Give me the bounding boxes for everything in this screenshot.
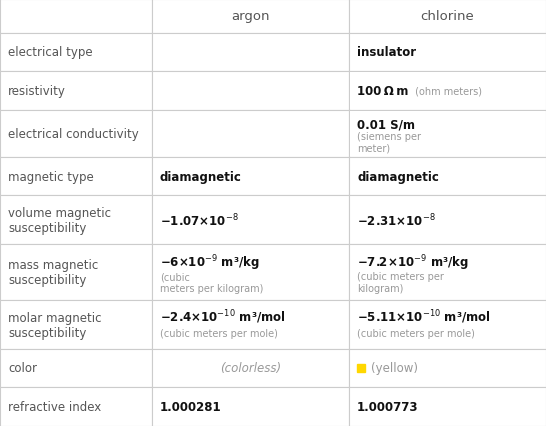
Text: 1.000281: 1.000281 xyxy=(160,400,222,413)
Bar xyxy=(349,0,546,34)
Bar xyxy=(152,196,349,244)
Text: molar magnetic
susceptibility: molar magnetic susceptibility xyxy=(8,311,102,339)
Bar xyxy=(349,72,546,111)
Bar xyxy=(349,196,546,244)
Bar xyxy=(349,349,546,387)
Bar xyxy=(350,73,545,110)
Bar xyxy=(349,34,546,72)
Bar xyxy=(152,349,349,387)
Bar xyxy=(152,301,349,349)
Bar xyxy=(0,157,152,196)
Text: (ohm meters): (ohm meters) xyxy=(357,93,427,104)
Text: argon: argon xyxy=(232,10,270,23)
Text: −6×10$^{-9}$ m³/kg: −6×10$^{-9}$ m³/kg xyxy=(160,252,260,272)
Bar xyxy=(0,111,152,157)
Text: volume magnetic
susceptibility: volume magnetic susceptibility xyxy=(8,206,111,234)
Bar xyxy=(349,387,546,426)
Bar xyxy=(152,0,349,34)
Bar xyxy=(0,72,152,111)
Text: electrical conductivity: electrical conductivity xyxy=(8,128,139,141)
Bar xyxy=(0,196,152,244)
Text: diamagnetic: diamagnetic xyxy=(357,170,439,183)
Text: color: color xyxy=(8,362,37,374)
Bar xyxy=(152,34,349,72)
Text: magnetic type: magnetic type xyxy=(8,170,94,183)
Text: 100 Ω m: 100 Ω m xyxy=(357,78,408,91)
Bar xyxy=(0,301,152,349)
Bar xyxy=(152,157,349,196)
Text: 0.01 S/m: 0.01 S/m xyxy=(357,118,415,131)
Bar xyxy=(0,34,152,72)
Bar xyxy=(0,387,152,426)
Text: (cubic meters per mole): (cubic meters per mole) xyxy=(160,328,278,338)
Text: mass magnetic
susceptibility: mass magnetic susceptibility xyxy=(8,259,98,286)
Text: chlorine: chlorine xyxy=(420,10,474,23)
Bar xyxy=(152,111,349,157)
Text: −1.07×10$^{-8}$: −1.07×10$^{-8}$ xyxy=(160,212,239,228)
Text: (ohm meters): (ohm meters) xyxy=(412,86,482,96)
Bar xyxy=(349,244,546,301)
Text: 0.01 S/m: 0.01 S/m xyxy=(357,119,415,132)
Text: 1.000773: 1.000773 xyxy=(357,400,418,413)
Bar xyxy=(0,0,152,34)
Text: electrical type: electrical type xyxy=(8,46,93,59)
Text: (yellow): (yellow) xyxy=(371,362,418,374)
Bar xyxy=(152,244,349,301)
Bar xyxy=(152,72,349,111)
Text: (siemens per
мeter): (siemens per мeter) xyxy=(357,132,424,153)
Text: 100 Ω m: 100 Ω m xyxy=(357,85,408,98)
Text: (colorless): (colorless) xyxy=(220,362,281,374)
Text: diamagnetic: diamagnetic xyxy=(160,170,242,183)
Text: resistivity: resistivity xyxy=(8,85,66,98)
Text: (cubic
meters per kilogram): (cubic meters per kilogram) xyxy=(160,272,263,294)
Text: −2.4×10$^{-10}$ m³/mol: −2.4×10$^{-10}$ m³/mol xyxy=(160,307,286,325)
Text: (cubic meters per
kilogram): (cubic meters per kilogram) xyxy=(357,272,444,294)
Text: refractive index: refractive index xyxy=(8,400,101,413)
Bar xyxy=(350,112,545,156)
Text: −7.2×10$^{-9}$ m³/kg: −7.2×10$^{-9}$ m³/kg xyxy=(357,252,469,272)
Text: insulator: insulator xyxy=(357,46,416,59)
Bar xyxy=(152,387,349,426)
Text: −2.31×10$^{-8}$: −2.31×10$^{-8}$ xyxy=(357,212,436,228)
Text: (cubic meters per mole): (cubic meters per mole) xyxy=(357,328,475,338)
Bar xyxy=(349,111,546,157)
Bar xyxy=(349,301,546,349)
Bar xyxy=(349,157,546,196)
Bar xyxy=(0,244,152,301)
Text: (siemens per
meter): (siemens per meter) xyxy=(357,132,421,153)
Text: −5.11×10$^{-10}$ m³/mol: −5.11×10$^{-10}$ m³/mol xyxy=(357,307,491,325)
Bar xyxy=(0,349,152,387)
